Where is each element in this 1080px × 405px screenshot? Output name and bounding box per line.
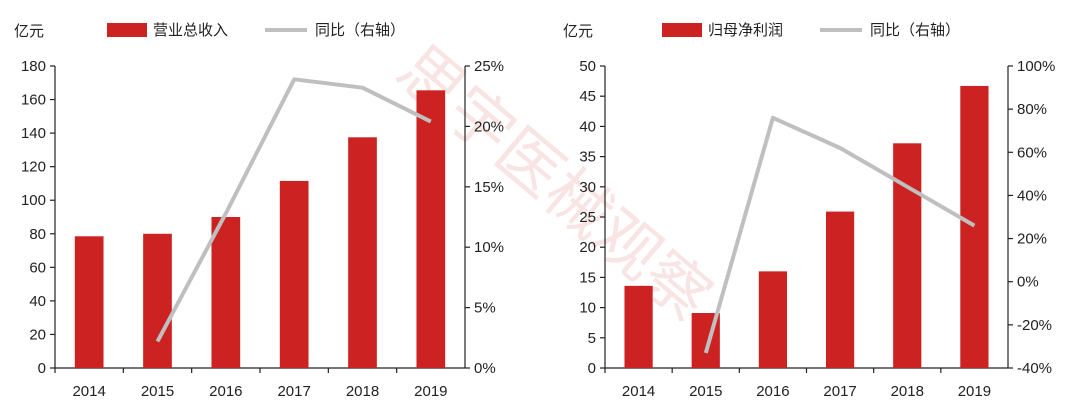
x-tick-label: 2019 (414, 383, 447, 400)
y-right-tick-label: 60% (1017, 144, 1047, 161)
y-right-tick-label: 0% (474, 360, 496, 377)
x-tick-label: 2016 (756, 383, 789, 400)
y-left-tick-label: 140 (21, 125, 46, 142)
y-left-tick-label: 5 (588, 330, 596, 347)
y-left-tick-label: 120 (21, 159, 46, 176)
x-tick-label: 2014 (72, 383, 105, 400)
y-left-tick-label: 20 (29, 326, 46, 343)
y-left-tick-label: 50 (579, 58, 596, 75)
bar-2017 (279, 180, 309, 368)
unit-label: 亿元 (563, 22, 593, 40)
bar-2017 (825, 211, 855, 368)
unit-label: 亿元 (14, 22, 44, 40)
y-left-tick-label: 60 (29, 259, 46, 276)
bar-2018 (348, 137, 377, 368)
y-right-tick-label: 25% (474, 58, 504, 75)
x-tick-label: 2019 (958, 383, 991, 400)
y-left-tick-label: 45 (579, 88, 596, 105)
x-tick-label: 2014 (622, 383, 655, 400)
y-left-tick-label: 180 (21, 58, 46, 75)
legend-swatch-bar (662, 23, 702, 37)
y-left-tick-label: 15 (579, 269, 596, 286)
yoy-line (703, 115, 976, 354)
y-right-tick-label: 100% (1017, 58, 1055, 75)
y-left-tick-label: 80 (29, 226, 46, 243)
y-right-tick-label: 5% (474, 300, 496, 317)
legend-label-bar: 营业总收入 (153, 21, 228, 39)
bar-2016 (211, 217, 241, 368)
x-tick-label: 2015 (141, 383, 174, 400)
y-right-tick-label: -20% (1017, 317, 1052, 334)
x-tick-label: 2016 (209, 383, 242, 400)
yoy-line (155, 77, 432, 343)
legend-label-line: 同比（右轴） (315, 21, 405, 39)
bar-2019 (416, 90, 446, 369)
y-left-tick-label: 40 (579, 118, 596, 135)
x-tick-label: 2018 (346, 383, 379, 400)
y-left-tick-label: 160 (21, 92, 46, 109)
bar-2014 (74, 236, 104, 368)
y-right-tick-label: -40% (1017, 360, 1052, 377)
y-right-tick-label: 20% (474, 118, 504, 135)
y-left-tick-label: 0 (38, 360, 46, 377)
x-tick-label: 2017 (823, 383, 856, 400)
y-left-tick-label: 20 (579, 239, 596, 256)
legend-label-bar: 归母净利润 (708, 21, 783, 39)
x-tick-label: 2015 (689, 383, 722, 400)
y-left-tick-label: 10 (579, 300, 596, 317)
y-right-tick-label: 10% (474, 239, 504, 256)
x-tick-label: 2018 (891, 383, 924, 400)
bar-2014 (624, 285, 653, 368)
y-left-tick-label: 35 (579, 149, 596, 166)
bar-2018 (893, 143, 922, 368)
revenue-chart: 亿元 营业总收入 同比（右轴） 0 20 40 60 80 100 120 140 160 180 0% 5… (14, 21, 504, 400)
legend-swatch-bar (107, 23, 147, 37)
bar-2016 (758, 271, 788, 368)
y-right-tick-label: 40% (1017, 187, 1047, 204)
y-left-tick-label: 25 (579, 209, 596, 226)
bar-2019 (960, 85, 989, 368)
y-right-tick-label: 0% (1017, 274, 1039, 291)
y-right-tick-label: 15% (474, 179, 504, 196)
y-left-tick-label: 100 (21, 192, 46, 209)
y-left-tick-label: 40 (29, 293, 46, 310)
net-profit-chart: 亿元 归母净利润 同比（右轴） 0 5 10 15 20 25 30 35 40 45 50 -40% -20… (563, 21, 1055, 400)
bar-2015 (143, 233, 172, 368)
y-left-tick-label: 0 (588, 360, 596, 377)
y-right-tick-label: 20% (1017, 231, 1047, 248)
legend-label-line: 同比（右轴） (870, 21, 960, 39)
y-right-tick-label: 80% (1017, 101, 1047, 118)
y-left-tick-label: 30 (579, 179, 596, 196)
x-tick-label: 2017 (277, 383, 310, 400)
